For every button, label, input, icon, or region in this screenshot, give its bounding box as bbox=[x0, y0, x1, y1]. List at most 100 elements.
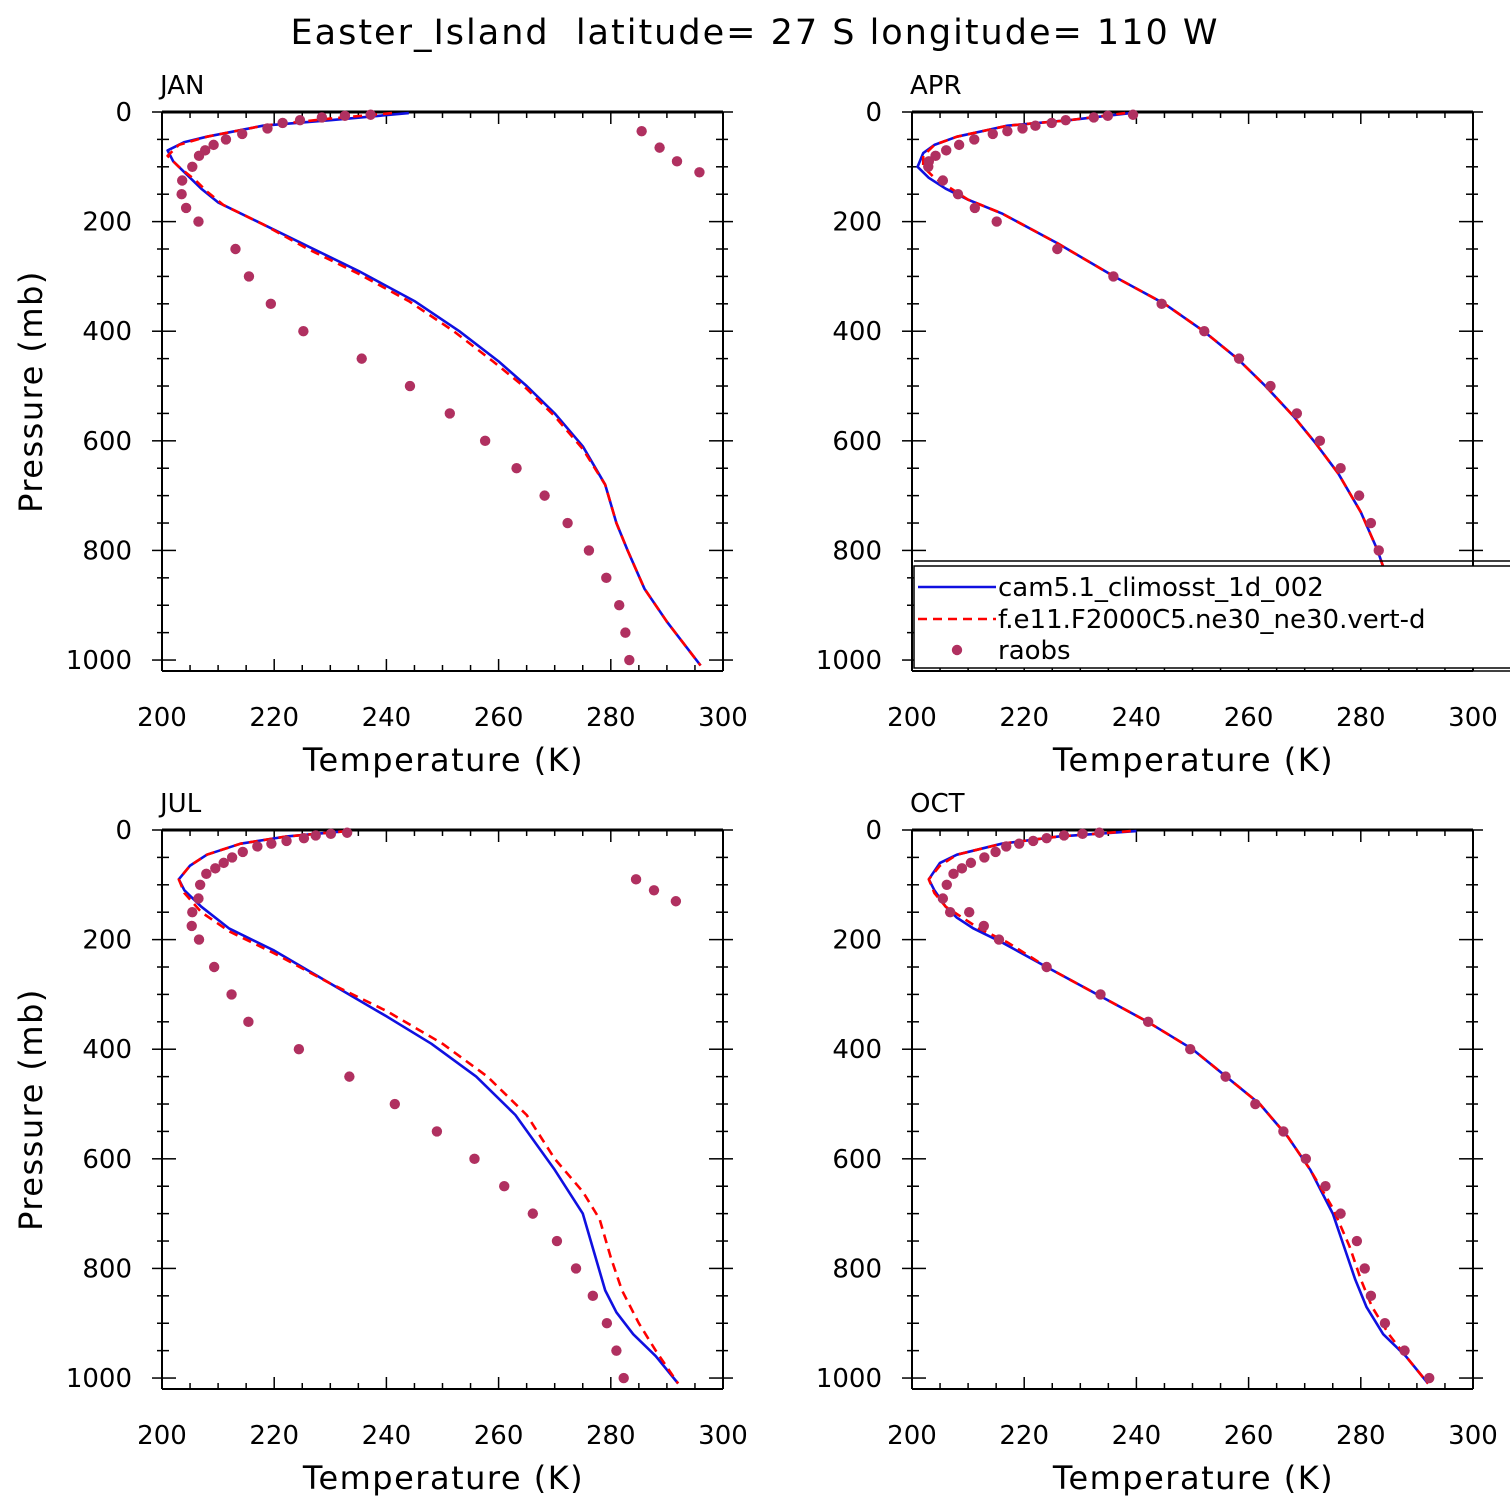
raobs-point bbox=[1142, 1016, 1154, 1028]
raobs-point bbox=[218, 857, 229, 869]
x-tick-label: 300 bbox=[1448, 703, 1498, 733]
raobs-point bbox=[187, 907, 198, 918]
raobs-point bbox=[1265, 380, 1276, 392]
raobs-point bbox=[220, 134, 232, 145]
raobs-point bbox=[1365, 1290, 1377, 1302]
raobs-point bbox=[937, 893, 949, 904]
x-tick-label: 280 bbox=[586, 703, 636, 733]
x-tick-label: 220 bbox=[999, 1421, 1049, 1451]
raobs-point bbox=[298, 833, 310, 844]
y-tick-label: 1000 bbox=[816, 646, 882, 676]
raobs-point bbox=[979, 852, 990, 863]
raobs-point bbox=[208, 961, 220, 973]
raobs-point bbox=[277, 117, 288, 129]
raobs-point bbox=[601, 1318, 613, 1329]
raobs-point bbox=[1108, 271, 1119, 282]
series-line-fe11 bbox=[927, 829, 1430, 1385]
raobs-point bbox=[294, 115, 306, 126]
raobs-point bbox=[1351, 1235, 1363, 1247]
raobs-point bbox=[941, 145, 952, 156]
raobs-point bbox=[404, 380, 416, 392]
raobs-point bbox=[654, 142, 665, 153]
raobs-point bbox=[1278, 1126, 1289, 1137]
y-tick-label: 1000 bbox=[66, 646, 132, 676]
raobs-point bbox=[1156, 298, 1167, 310]
x-tick-label: 280 bbox=[1336, 703, 1386, 733]
panel-label: JAN bbox=[158, 71, 204, 101]
raobs-point bbox=[1300, 1153, 1312, 1165]
raobs-point bbox=[953, 139, 965, 151]
raobs-point bbox=[266, 838, 277, 849]
x-axis-label: Temperature (K) bbox=[1052, 741, 1334, 779]
raobs-point bbox=[624, 654, 635, 666]
raobs-point bbox=[648, 885, 660, 896]
raobs-point bbox=[630, 874, 642, 885]
y-tick-label: 200 bbox=[832, 208, 882, 238]
raobs-point bbox=[193, 150, 205, 162]
plot-area bbox=[166, 109, 705, 667]
x-tick-label: 240 bbox=[362, 1421, 412, 1451]
x-axis-label: Temperature (K) bbox=[302, 741, 584, 779]
y-tick-label: 0 bbox=[115, 98, 132, 128]
raobs-point bbox=[1373, 545, 1384, 556]
x-tick-label: 260 bbox=[1224, 703, 1274, 733]
raobs-point bbox=[990, 846, 1001, 858]
raobs-point bbox=[562, 517, 573, 529]
raobs-point bbox=[341, 827, 353, 838]
raobs-point bbox=[339, 110, 351, 122]
legend-box bbox=[913, 565, 1510, 669]
legend-label: f.e11.F2000C5.ne30_ne30.vert-d bbox=[998, 605, 1426, 635]
raobs-point bbox=[1359, 1263, 1370, 1274]
y-tick-label: 600 bbox=[82, 1145, 132, 1175]
raobs-point bbox=[618, 1372, 629, 1384]
series-line-cam5 bbox=[177, 829, 680, 1385]
plot-area bbox=[927, 827, 1435, 1385]
y-tick-label: 600 bbox=[82, 427, 132, 457]
y-tick-label: 800 bbox=[82, 536, 132, 566]
panel-jan: 200 220 240 260 280 300 0 200 400 600 800 1000 JAN Te… bbox=[12, 71, 748, 779]
raobs-point bbox=[1095, 989, 1106, 1000]
raobs-point bbox=[499, 1181, 510, 1192]
raobs-point bbox=[1094, 827, 1105, 838]
raobs-point bbox=[1335, 463, 1346, 474]
y-tick-label: 0 bbox=[865, 816, 882, 846]
raobs-point bbox=[1365, 517, 1377, 529]
x-axis-label: Temperature (K) bbox=[302, 1459, 584, 1497]
raobs-point bbox=[389, 1098, 401, 1110]
raobs-point bbox=[694, 167, 705, 178]
raobs-point bbox=[944, 907, 956, 918]
y-tick-label: 600 bbox=[832, 427, 882, 457]
raobs-point bbox=[1250, 1098, 1261, 1110]
raobs-point bbox=[193, 934, 205, 945]
y-tick-label: 1000 bbox=[816, 1364, 882, 1394]
raobs-point bbox=[1320, 1181, 1331, 1192]
raobs-point bbox=[570, 1263, 582, 1274]
raobs-point bbox=[356, 353, 367, 364]
raobs-point bbox=[1335, 1208, 1346, 1219]
raobs-point bbox=[1199, 326, 1210, 337]
raobs-point bbox=[262, 123, 273, 134]
raobs-point bbox=[1424, 1372, 1435, 1384]
x-tick-label: 280 bbox=[1336, 1421, 1386, 1451]
raobs-point bbox=[365, 109, 376, 120]
raobs-point bbox=[243, 1016, 254, 1028]
raobs-point bbox=[237, 128, 248, 140]
raobs-point bbox=[444, 408, 455, 419]
series-line-cam5 bbox=[927, 829, 1430, 1385]
raobs-point bbox=[180, 202, 192, 214]
raobs-point bbox=[1233, 353, 1245, 364]
panel-jul: 200 220 240 260 280 300 0 200 400 600 800 1000 JUL Te… bbox=[12, 789, 748, 1497]
raobs-point bbox=[1046, 117, 1057, 129]
raobs-point bbox=[187, 161, 198, 173]
raobs-point bbox=[1379, 1318, 1391, 1329]
y-tick-label: 400 bbox=[82, 1035, 132, 1065]
raobs-point bbox=[636, 125, 647, 137]
y-axis-label: Pressure (mb) bbox=[12, 270, 50, 513]
raobs-point bbox=[176, 175, 188, 186]
raobs-point bbox=[237, 846, 248, 858]
raobs-point bbox=[987, 128, 998, 140]
raobs-point bbox=[670, 896, 682, 907]
raobs-point bbox=[1052, 243, 1063, 255]
raobs-point bbox=[281, 835, 292, 847]
